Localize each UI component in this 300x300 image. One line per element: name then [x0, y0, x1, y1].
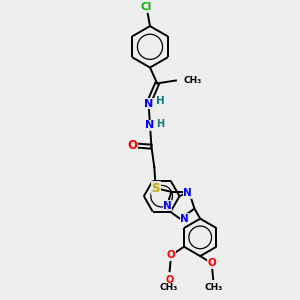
Text: CH₃: CH₃: [204, 284, 222, 292]
Text: N: N: [144, 98, 153, 109]
Text: O: O: [128, 139, 138, 152]
Text: O: O: [167, 250, 176, 260]
Text: H: H: [156, 96, 164, 106]
Text: O: O: [166, 274, 174, 285]
Text: O: O: [207, 258, 216, 268]
Text: N: N: [146, 120, 154, 130]
Text: S: S: [152, 182, 160, 195]
Text: N: N: [180, 214, 189, 224]
Text: H: H: [156, 119, 164, 129]
Text: N: N: [183, 188, 192, 198]
Text: N: N: [163, 201, 172, 211]
Text: Cl: Cl: [140, 2, 151, 12]
Text: CH₃: CH₃: [184, 76, 202, 85]
Text: CH₃: CH₃: [160, 283, 178, 292]
